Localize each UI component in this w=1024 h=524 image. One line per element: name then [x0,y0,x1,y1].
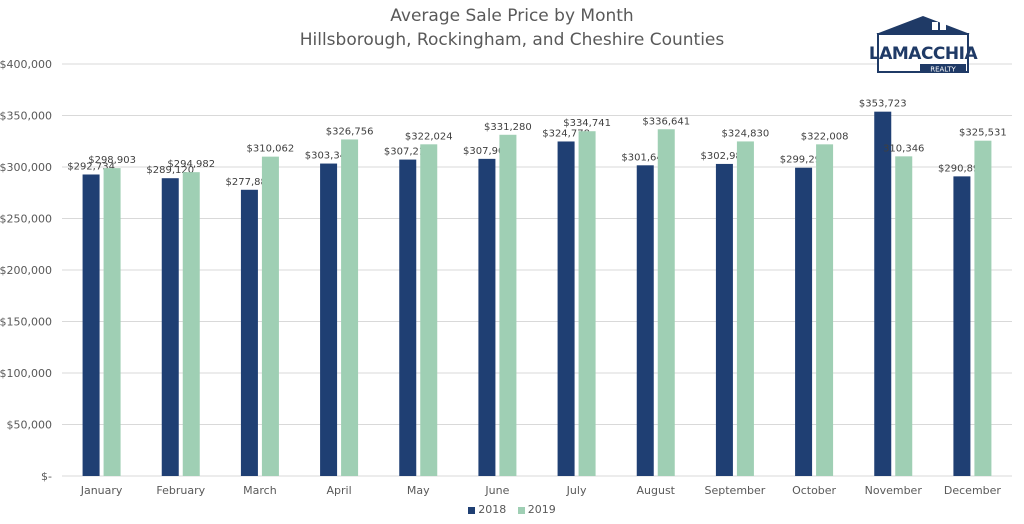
y-tick-label: $50,000 [7,419,53,432]
data-label-2019: $326,756 [326,126,374,137]
bar-2019 [261,156,279,476]
data-label-2019: $336,641 [642,116,690,127]
y-tick-label: $250,000 [0,213,52,226]
x-tick-label: September [705,484,766,497]
bar-2018 [715,163,733,476]
bar-2019 [182,172,200,477]
bar-2018 [636,165,654,476]
y-tick-label: $150,000 [0,316,52,329]
bar-2019 [578,131,596,476]
x-tick-label: October [792,484,836,497]
legend-swatch-2018 [468,506,476,514]
data-label-2019: $325,531 [959,128,1007,139]
bar-2019 [657,129,675,476]
bar-2019 [895,156,913,476]
data-label-2019: $294,982 [167,159,215,170]
data-label-2018: $277,884 [226,177,274,188]
legend-label-2018: 2018 [478,503,507,516]
bar-2018 [161,178,179,476]
bar-2019 [974,140,992,476]
data-label-2018: $307,213 [384,147,432,158]
data-label-2018: $303,346 [305,151,353,162]
bar-2019 [816,144,834,476]
x-tick-label: August [637,484,676,497]
chart-legend: 2018 2019 [0,503,1024,516]
bar-2018 [795,167,813,476]
chart-title-block: Average Sale Price by Month Hillsborough… [0,4,1024,52]
bar-2018 [557,141,575,477]
data-label-2019: 310,346 [883,143,924,154]
x-tick-label: July [566,484,587,497]
y-tick-label: $300,000 [0,161,52,174]
bar-2019 [499,134,517,476]
x-tick-label: February [156,484,205,497]
data-label-2018: $292,734 [67,161,115,172]
bar-2018 [82,174,100,476]
bar-2018 [874,111,892,476]
bar-2018 [320,163,338,476]
bar-2018 [399,159,417,476]
bar-2018 [953,176,971,476]
data-label-2019: $334,741 [563,118,611,129]
y-tick-label: $350,000 [0,110,52,123]
data-label-2019: $322,008 [801,131,849,142]
data-label-2019: $322,024 [405,131,453,142]
x-tick-label: December [944,484,1002,497]
x-tick-label: May [407,484,430,497]
x-tick-label: April [327,484,352,497]
legend-label-2019: 2019 [527,503,556,516]
chart-title: Average Sale Price by Month [390,6,634,26]
data-label-2018: $299,290 [780,155,828,166]
lamacchia-realty-logo: LAMACCHIA REALTY [868,12,979,80]
bar-2018 [478,158,496,476]
bar-2019 [341,139,359,476]
y-tick-label: $100,000 [0,367,52,380]
legend-item-2018: 2018 [468,503,506,516]
x-tick-label: November [865,484,923,497]
data-label-2018: $289,120 [146,165,194,176]
bar-2019 [103,168,121,476]
data-label-2019: $324,830 [722,128,770,139]
data-label-2018: $301,644 [621,152,669,163]
y-tick-label: $- [41,470,52,483]
data-label-2019: $331,280 [484,122,532,133]
data-label-2019: $310,062 [247,144,295,155]
y-tick-label: $200,000 [0,264,52,277]
bar-2019 [736,141,754,476]
data-label-2018: $307,903 [463,146,511,157]
data-label-2018: $324,778 [542,128,590,139]
svg-text:REALTY: REALTY [930,66,956,74]
data-label-2018: $290,898 [938,163,986,174]
data-label-2018: $353,723 [859,99,907,110]
legend-item-2019: 2019 [517,503,556,516]
x-tick-label: January [80,484,123,497]
x-tick-label: June [484,484,509,497]
legend-swatch-2019 [517,506,525,514]
x-tick-label: March [243,484,277,497]
bar-2019 [420,144,438,476]
y-tick-label: $400,000 [0,58,52,71]
data-label-2019: $298,903 [88,155,136,166]
data-label-2018: $302,981 [701,151,749,162]
chart-subtitle: Hillsborough, Rockingham, and Cheshire C… [299,30,725,50]
svg-text:LAMACCHIA: LAMACCHIA [869,44,978,64]
bar-2018 [240,189,258,476]
